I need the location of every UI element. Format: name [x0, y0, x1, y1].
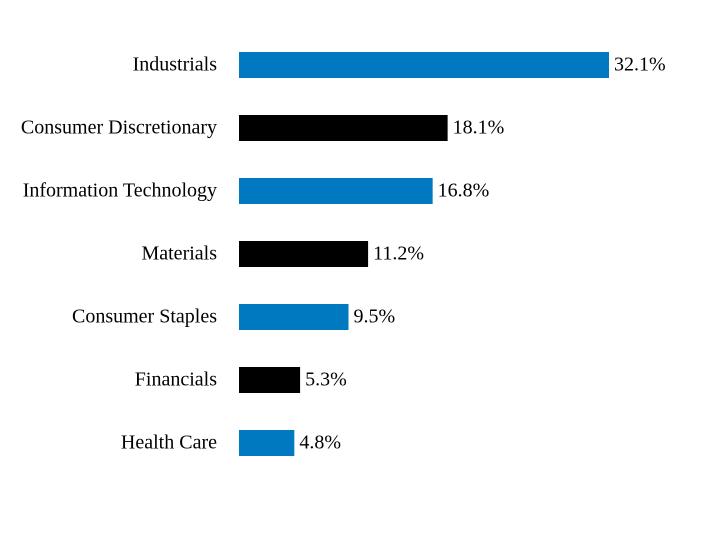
value-label: 16.8%	[438, 180, 490, 202]
bar	[239, 178, 433, 204]
bar	[239, 367, 301, 393]
category-label: Consumer Staples	[72, 306, 217, 328]
category-label: Health Care	[121, 432, 217, 454]
category-label: Materials	[141, 243, 217, 265]
bar	[239, 304, 349, 330]
value-label: 11.2%	[373, 243, 424, 265]
value-label: 9.5%	[354, 306, 396, 328]
value-label: 32.1%	[614, 54, 666, 76]
category-label: Information Technology	[23, 180, 217, 202]
bar	[239, 241, 369, 267]
value-label: 5.3%	[305, 369, 347, 391]
value-label: 4.8%	[299, 432, 341, 454]
category-label: Financials	[135, 369, 217, 391]
value-label: 18.1%	[453, 117, 505, 139]
bar	[239, 52, 609, 78]
bar	[239, 115, 448, 141]
category-label: Consumer Discretionary	[21, 117, 217, 139]
category-label: Industrials	[133, 54, 218, 76]
bar	[239, 430, 295, 456]
